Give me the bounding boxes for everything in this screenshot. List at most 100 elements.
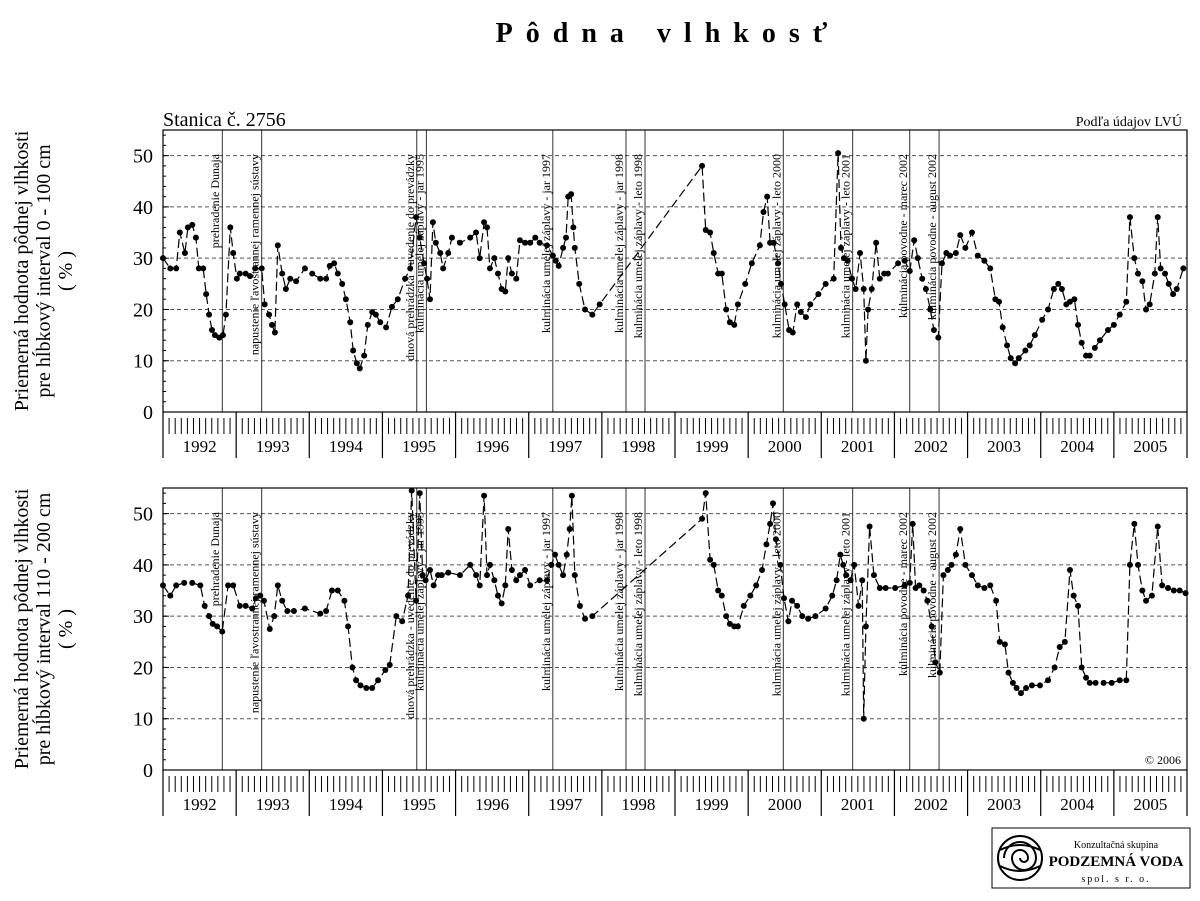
event-label: napustenie ľavostrannej ramennej sústavy	[248, 154, 262, 355]
data-point	[345, 623, 352, 630]
data-point	[570, 224, 577, 231]
data-point	[548, 561, 555, 568]
event-label: kulminácia umelej záplavy - leto 1998	[631, 154, 645, 338]
data-point	[195, 265, 202, 272]
data-point	[424, 275, 431, 282]
data-point	[266, 311, 273, 318]
data-point	[544, 242, 550, 249]
data-point	[1083, 674, 1090, 681]
data-point	[287, 275, 294, 282]
data-point	[962, 244, 969, 251]
data-point	[781, 301, 788, 308]
data-point	[486, 561, 493, 568]
data-point	[445, 250, 452, 257]
x-tick-label: 2003	[987, 795, 1021, 814]
data-point	[1170, 291, 1177, 298]
logo-line: PODZEMNÁ VODA	[1049, 853, 1184, 870]
data-point	[1066, 567, 1073, 574]
data-point	[388, 303, 395, 310]
data-point	[473, 229, 480, 236]
x-tick-label: 1996	[475, 437, 509, 456]
data-point	[160, 255, 166, 262]
data-point	[1126, 561, 1133, 568]
data-point	[794, 301, 801, 308]
x-tick-label: 2002	[914, 795, 948, 814]
event-label: kulminácia umelej záplavy - jar 1998	[612, 512, 626, 691]
data-point	[1028, 682, 1035, 689]
data-point	[944, 567, 951, 574]
station-label: Stanica č. 2756	[163, 109, 286, 131]
data-point	[770, 239, 777, 246]
data-point	[377, 319, 384, 326]
event-label: kulminácia umelej záplavy - jar 1995	[412, 512, 426, 691]
data-point	[1009, 679, 1016, 686]
x-tick-label: 1993	[256, 795, 290, 814]
data-point	[274, 582, 281, 589]
data-point	[203, 291, 210, 298]
event-label: kulminácia umelej záplavy - jar 1995	[412, 154, 426, 333]
copyright: © 2006	[1145, 753, 1181, 767]
data-point	[916, 582, 923, 589]
data-point	[1146, 301, 1153, 308]
y-axis-label: Priemerná hodnota pôdnej vlhkosti	[11, 130, 33, 411]
y-axis-label: ( % )	[55, 251, 77, 291]
data-point	[723, 306, 730, 313]
data-point	[445, 569, 452, 576]
logo-line: spol. s r. o.	[1081, 874, 1150, 885]
data-point	[323, 608, 330, 615]
data-point	[794, 602, 801, 609]
data-point	[527, 582, 534, 589]
data-point	[544, 577, 550, 584]
data-point	[456, 239, 463, 246]
data-point	[906, 579, 913, 586]
event-label: dnová prehrádzka - uvedenie do prevádzky	[403, 512, 417, 719]
data-point	[176, 229, 183, 236]
data-point	[271, 329, 278, 336]
y-axis-label: Priemerná hodnota pôdnej vlhkosti	[11, 488, 33, 769]
data-point	[326, 262, 333, 269]
data-point	[838, 244, 845, 251]
data-point	[1051, 664, 1058, 671]
data-point	[209, 620, 216, 627]
data-point	[369, 684, 376, 691]
data-point	[430, 582, 437, 589]
data-point	[426, 296, 433, 303]
y-axis-label: pre hĺbkový interval 110 - 200 cm	[31, 492, 55, 765]
data-point	[777, 561, 784, 568]
data-point	[301, 265, 308, 272]
data-point	[309, 270, 316, 277]
data-point	[1110, 321, 1117, 328]
data-point	[718, 592, 725, 599]
data-point	[1100, 679, 1107, 686]
data-point	[555, 262, 562, 269]
data-point	[922, 285, 929, 292]
data-point	[413, 214, 420, 221]
event-label: kulminácia povodne - marec 2002	[896, 154, 910, 318]
data-point	[1139, 587, 1146, 594]
y-tick-label: 0	[143, 402, 153, 424]
data-point	[901, 257, 908, 264]
data-point	[1182, 590, 1189, 597]
data-point	[799, 613, 806, 620]
data-point	[282, 285, 289, 292]
data-point	[710, 250, 717, 257]
data-point	[1131, 255, 1138, 262]
data-point	[833, 577, 840, 584]
logo-icon	[997, 835, 1043, 881]
data-point	[930, 326, 937, 333]
data-point	[981, 584, 988, 591]
data-point	[516, 572, 523, 579]
data-point	[962, 561, 969, 568]
data-point	[1105, 326, 1112, 333]
data-point	[484, 224, 491, 231]
data-point	[448, 234, 455, 241]
data-point	[1004, 342, 1011, 349]
data-point	[815, 291, 822, 298]
data-point	[382, 667, 389, 674]
data-point	[892, 584, 899, 591]
data-point	[1078, 339, 1085, 346]
x-tick-label: 1997	[548, 437, 583, 456]
data-point	[1061, 638, 1068, 645]
data-point	[767, 520, 774, 527]
data-point	[1078, 664, 1085, 671]
